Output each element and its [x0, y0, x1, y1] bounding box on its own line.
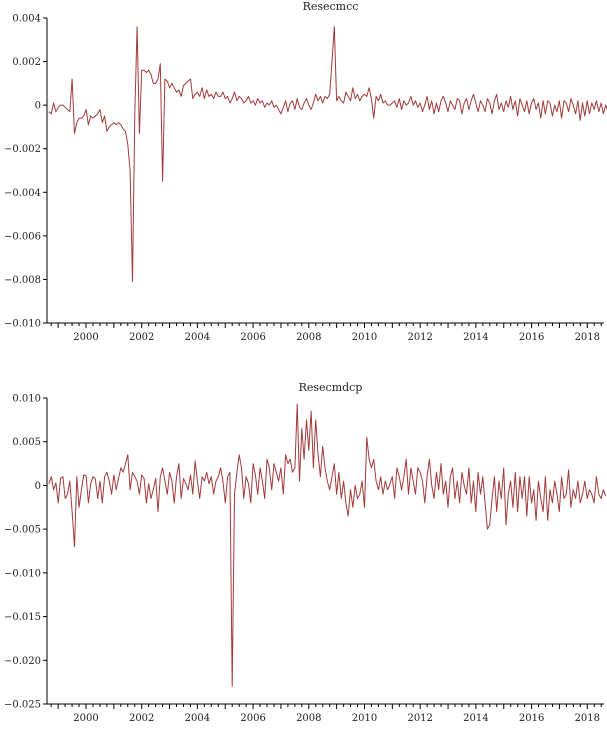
x-tick-label: 2018 — [575, 713, 600, 724]
y-tick-label: 0.002 — [12, 57, 41, 68]
y-tick-label: −0.005 — [4, 525, 41, 536]
x-tick-label: 2012 — [407, 713, 432, 724]
x-tick-label: 2010 — [352, 713, 377, 724]
x-tick-label: 2008 — [296, 332, 321, 343]
y-tick-label: 0 — [35, 101, 41, 112]
x-tick-label: 2008 — [296, 713, 321, 724]
y-tick-label: 0.010 — [12, 394, 41, 405]
y-tick-label: −0.002 — [4, 144, 41, 155]
y-tick-label: −0.015 — [4, 612, 41, 623]
x-tick-label: 2004 — [185, 713, 210, 724]
x-tick-label: 2006 — [240, 713, 265, 724]
x-tick-label: 2012 — [407, 332, 432, 343]
x-tick-label: 2010 — [352, 332, 377, 343]
x-tick-label: 2000 — [73, 332, 98, 343]
y-tick-label: −0.010 — [4, 319, 41, 330]
y-tick-label: −0.010 — [4, 568, 41, 579]
chart-panel-1: Resecmcc 0.004 0.002 0 −0.002 −0.004 −0.006 −0.… — [4, 0, 607, 343]
y-tick-label: −0.025 — [4, 700, 41, 711]
x-tick-label: 2002 — [129, 332, 154, 343]
x-tick-label: 2016 — [519, 332, 544, 343]
y-tick-label: −0.004 — [4, 188, 41, 199]
x-tick-label: 2018 — [575, 332, 600, 343]
y-tick-label: −0.006 — [4, 231, 41, 242]
series-line — [48, 26, 607, 283]
x-tick-label: 2014 — [463, 713, 488, 724]
y-tick-label: 0 — [35, 481, 41, 492]
x-tick-label: 2006 — [240, 332, 265, 343]
series-line — [48, 403, 607, 687]
x-tick-label: 2016 — [519, 713, 544, 724]
x-tick-label: 2004 — [185, 332, 210, 343]
y-tick-label: −0.008 — [4, 275, 41, 286]
x-tick-label: 2014 — [463, 332, 488, 343]
y-tick-label: 0.004 — [12, 14, 41, 25]
x-tick-label: 2000 — [73, 713, 98, 724]
chart-title: Resecmdcp — [299, 381, 363, 394]
y-tick-label: −0.020 — [4, 656, 41, 667]
y-tick-label: 0.005 — [12, 437, 41, 448]
chart-panel-2: Resecmdcp 0.010 0.005 0 −0.005 −0.010 −0.015 −0… — [4, 381, 607, 724]
x-tick-label: 2002 — [129, 713, 154, 724]
chart-title: Resecmcc — [303, 0, 359, 13]
